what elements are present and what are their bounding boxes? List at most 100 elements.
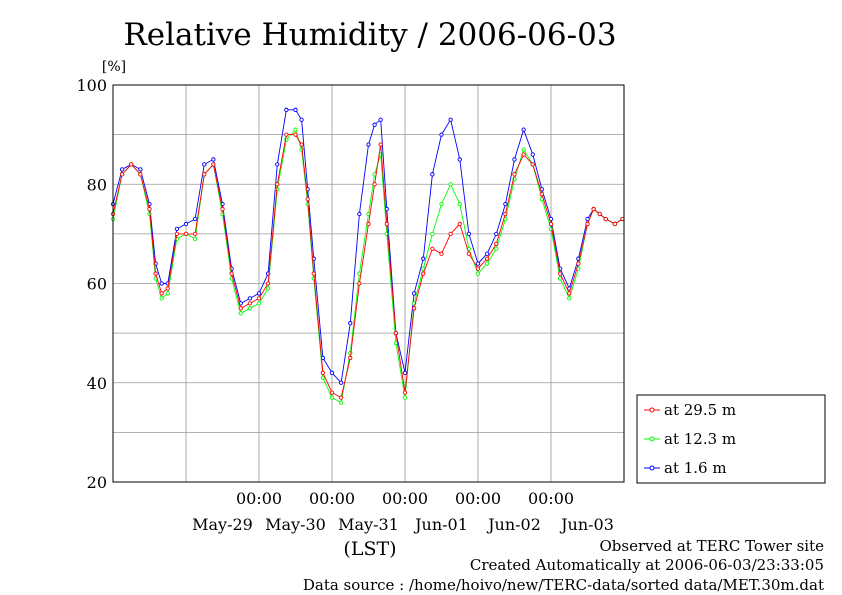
data-point [494,246,499,251]
data-point [305,196,310,202]
data-point [597,211,602,217]
data-point [159,296,164,301]
data-point [256,301,262,306]
data-point [192,216,198,222]
data-point [338,395,344,400]
data-point [503,211,508,217]
data-point [275,162,280,167]
legend-box [636,394,826,484]
data-point [494,231,499,237]
data-point [211,157,216,162]
data-point [421,256,426,261]
data-point [147,206,152,212]
data-point [411,306,417,311]
x-time-label: 00:00 [382,489,428,508]
footer-site: Observed at TERC Tower site [599,537,824,555]
data-point [512,172,517,177]
data-point [338,380,344,385]
data-point [357,211,362,217]
x-tick-labels: 00:00 00:00 00:00 00:00 00:00 May-29 May-30 May… [192,489,614,534]
data-point [402,370,408,375]
data-point [320,375,326,380]
legend-marker [649,436,655,442]
footer-data-source: Data source : /home/hoivo/new/TERC-data/… [303,576,824,594]
series-layer [110,107,625,405]
data-point [311,271,316,276]
data-point [457,157,462,162]
data-point [320,370,326,375]
data-point [284,132,289,137]
data-point [247,306,253,311]
data-point [521,147,526,152]
data-point [329,390,335,395]
data-point [484,251,490,256]
data-point [183,231,189,237]
data-point [220,206,225,212]
data-point [439,201,444,207]
y-tick-label: 40 [87,374,107,393]
data-point [503,201,508,207]
data-point [512,157,517,162]
series-0 [110,132,625,400]
data-point [247,296,253,301]
data-point [521,152,526,157]
y-tick-label: 80 [87,175,107,194]
data-point [366,221,371,227]
data-point [183,221,189,227]
data-point [448,117,453,122]
data-point [585,221,590,227]
series-2 [110,107,625,385]
chart-title: Relative Humidity / 2006-06-03 [123,17,616,53]
y-tick-label: 20 [87,473,107,492]
data-point [439,251,444,256]
legend-label: at 12.3 m [664,430,736,448]
data-point [159,281,164,286]
data-point [521,127,526,132]
data-point [299,142,304,147]
data-point [402,395,408,400]
data-point [192,231,198,237]
data-point [484,256,490,261]
data-point [293,132,298,137]
x-time-label: 00:00 [455,489,501,508]
x-date-label: Jun-02 [486,515,541,534]
data-point [275,182,280,187]
data-point [119,167,125,172]
data-point [293,127,298,132]
data-point [457,221,462,227]
data-point [265,281,271,286]
data-point [247,301,253,306]
x-time-label: 00:00 [528,489,574,508]
data-point [567,291,572,296]
footer-created: Created Automatically at 2006-06-03/23:3… [470,556,824,574]
series-line [112,109,623,384]
legend: at 29.5 m at 12.3 m at 1.6 m [636,394,826,484]
data-point [402,390,408,395]
x-date-label: May-30 [265,515,326,534]
data-point [475,261,481,266]
legend-marker [649,407,655,413]
y-axis-unit-label: [%] [102,59,126,75]
data-point [265,286,271,291]
data-point [567,296,572,301]
data-point [129,162,134,167]
data-point [138,172,143,177]
data-point [192,236,198,241]
data-point [466,231,472,237]
data-point [539,192,545,197]
data-point [591,206,596,212]
data-point [348,321,353,326]
data-point [174,226,180,232]
x-time-label: 00:00 [309,489,355,508]
data-point [165,291,170,296]
data-point [484,261,490,266]
data-point [439,132,444,137]
data-point [378,117,383,122]
data-point [329,370,335,375]
data-point [557,276,563,281]
series-line [112,134,623,399]
series-line [112,128,623,404]
data-point [338,400,344,405]
data-point [448,231,453,237]
